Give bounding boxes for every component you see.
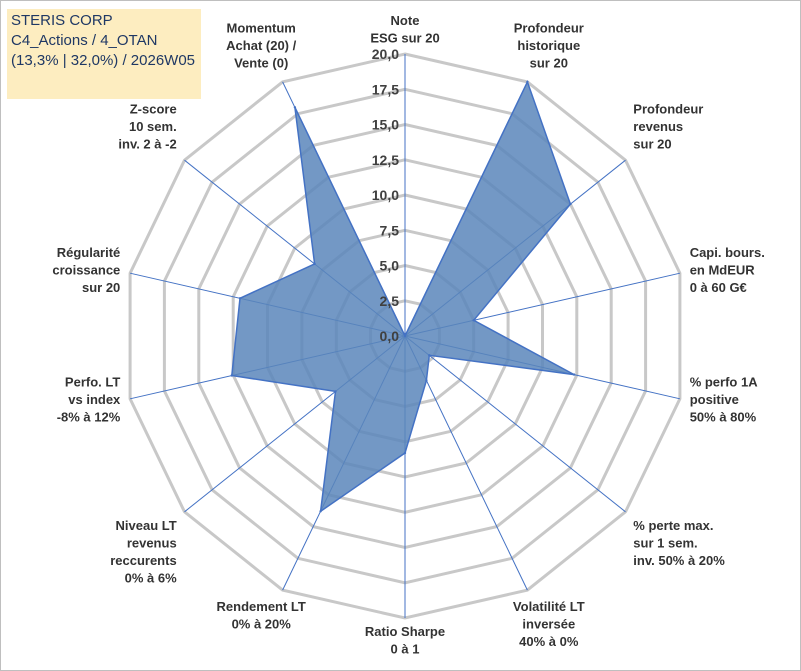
tick-label-6: 15,0 — [372, 117, 399, 133]
axis-labels: Note ESG sur 20 Profondeur historique sur 20… — [52, 13, 764, 657]
tick-label-4: 10,0 — [372, 187, 399, 203]
tick-label-5: 12,5 — [372, 152, 399, 168]
axis-label-rendement-lt: Rendement LT 0% à 20% — [217, 599, 306, 632]
spoke-perte-max — [404, 335, 626, 513]
tick-label-8: 20,0 — [372, 46, 399, 62]
data-point-profondeur — [526, 80, 529, 84]
axis-label-ratio-sharpe: Ratio Sharpe 0 à 1 — [365, 624, 445, 657]
axis-label-note: Note ESG sur 20 — [370, 13, 439, 46]
data-point-capi-bours — [472, 319, 475, 322]
portfolio-line: C4_Actions / 4_OTAN — [11, 32, 158, 49]
tick-label-3: 7,5 — [380, 222, 400, 238]
tick-label-1: 2,5 — [380, 293, 400, 309]
data-point-momentum — [293, 106, 297, 109]
axis-label-z-score: Z-score 10 sem. inv. 2 à -2 — [118, 101, 176, 151]
series-layer — [230, 79, 576, 513]
tick-label-2: 5,0 — [380, 258, 400, 274]
company-name: STERIS CORP — [11, 12, 113, 29]
tick-label-7: 17,5 — [372, 81, 399, 97]
tick-labels: 0,0 2,5 5,0 7,5 10,0 12,5 15,0 17,5 20,0 — [372, 46, 399, 344]
tick-label-0: 0,0 — [380, 328, 400, 344]
data-point-rendement-lt — [319, 510, 322, 513]
axis-label-momentum: Momentum Achat (20) / Vente (0) — [226, 20, 296, 70]
data-point-perfo-1a — [572, 373, 576, 376]
axis-label-perte-max: % perte max. sur 1 sem. inv. 50% à 20% — [633, 518, 725, 568]
data-point-niveau-lt — [334, 390, 337, 393]
axis-label-regularite: Régularité croissance sur 20 — [52, 245, 120, 295]
axis-label-perfo-lt: Perfo. LT vs index -8% à 12% — [57, 375, 121, 425]
data-point-perte-max — [428, 354, 431, 357]
data-point-volatilite-lt — [425, 379, 428, 382]
axis-label-perfo-1a: % perfo 1A positive 50% à 80% — [690, 375, 759, 425]
axis-label-volatilite-lt: Volatilité LT inversée 40% à 0% — [513, 599, 585, 649]
data-point-profondeur — [569, 202, 572, 206]
axis-label-niveau-lt: Niveau LT revenus reccurents 0% à 6% — [110, 518, 177, 586]
axis-label-capi-bours: Capi. bours. en MdEUR 0 à 60 G€ — [690, 245, 765, 295]
data-point-regularite — [238, 297, 242, 300]
data-point-ratio-sharpe — [403, 451, 407, 455]
series-area — [230, 79, 575, 513]
axis-label-profondeur: Profondeur revenus sur 20 — [633, 101, 703, 151]
stats-line: (13,3% | 32,0%) / 2026W05 — [11, 52, 195, 69]
info-box: STERIS CORP C4_Actions / 4_OTAN (13,3% |… — [7, 9, 201, 99]
data-point-z-score — [313, 262, 316, 266]
axis-label-profondeur: Profondeur historique sur 20 — [514, 20, 584, 70]
data-point-note — [403, 334, 407, 338]
data-point-perfo-lt — [230, 374, 233, 377]
